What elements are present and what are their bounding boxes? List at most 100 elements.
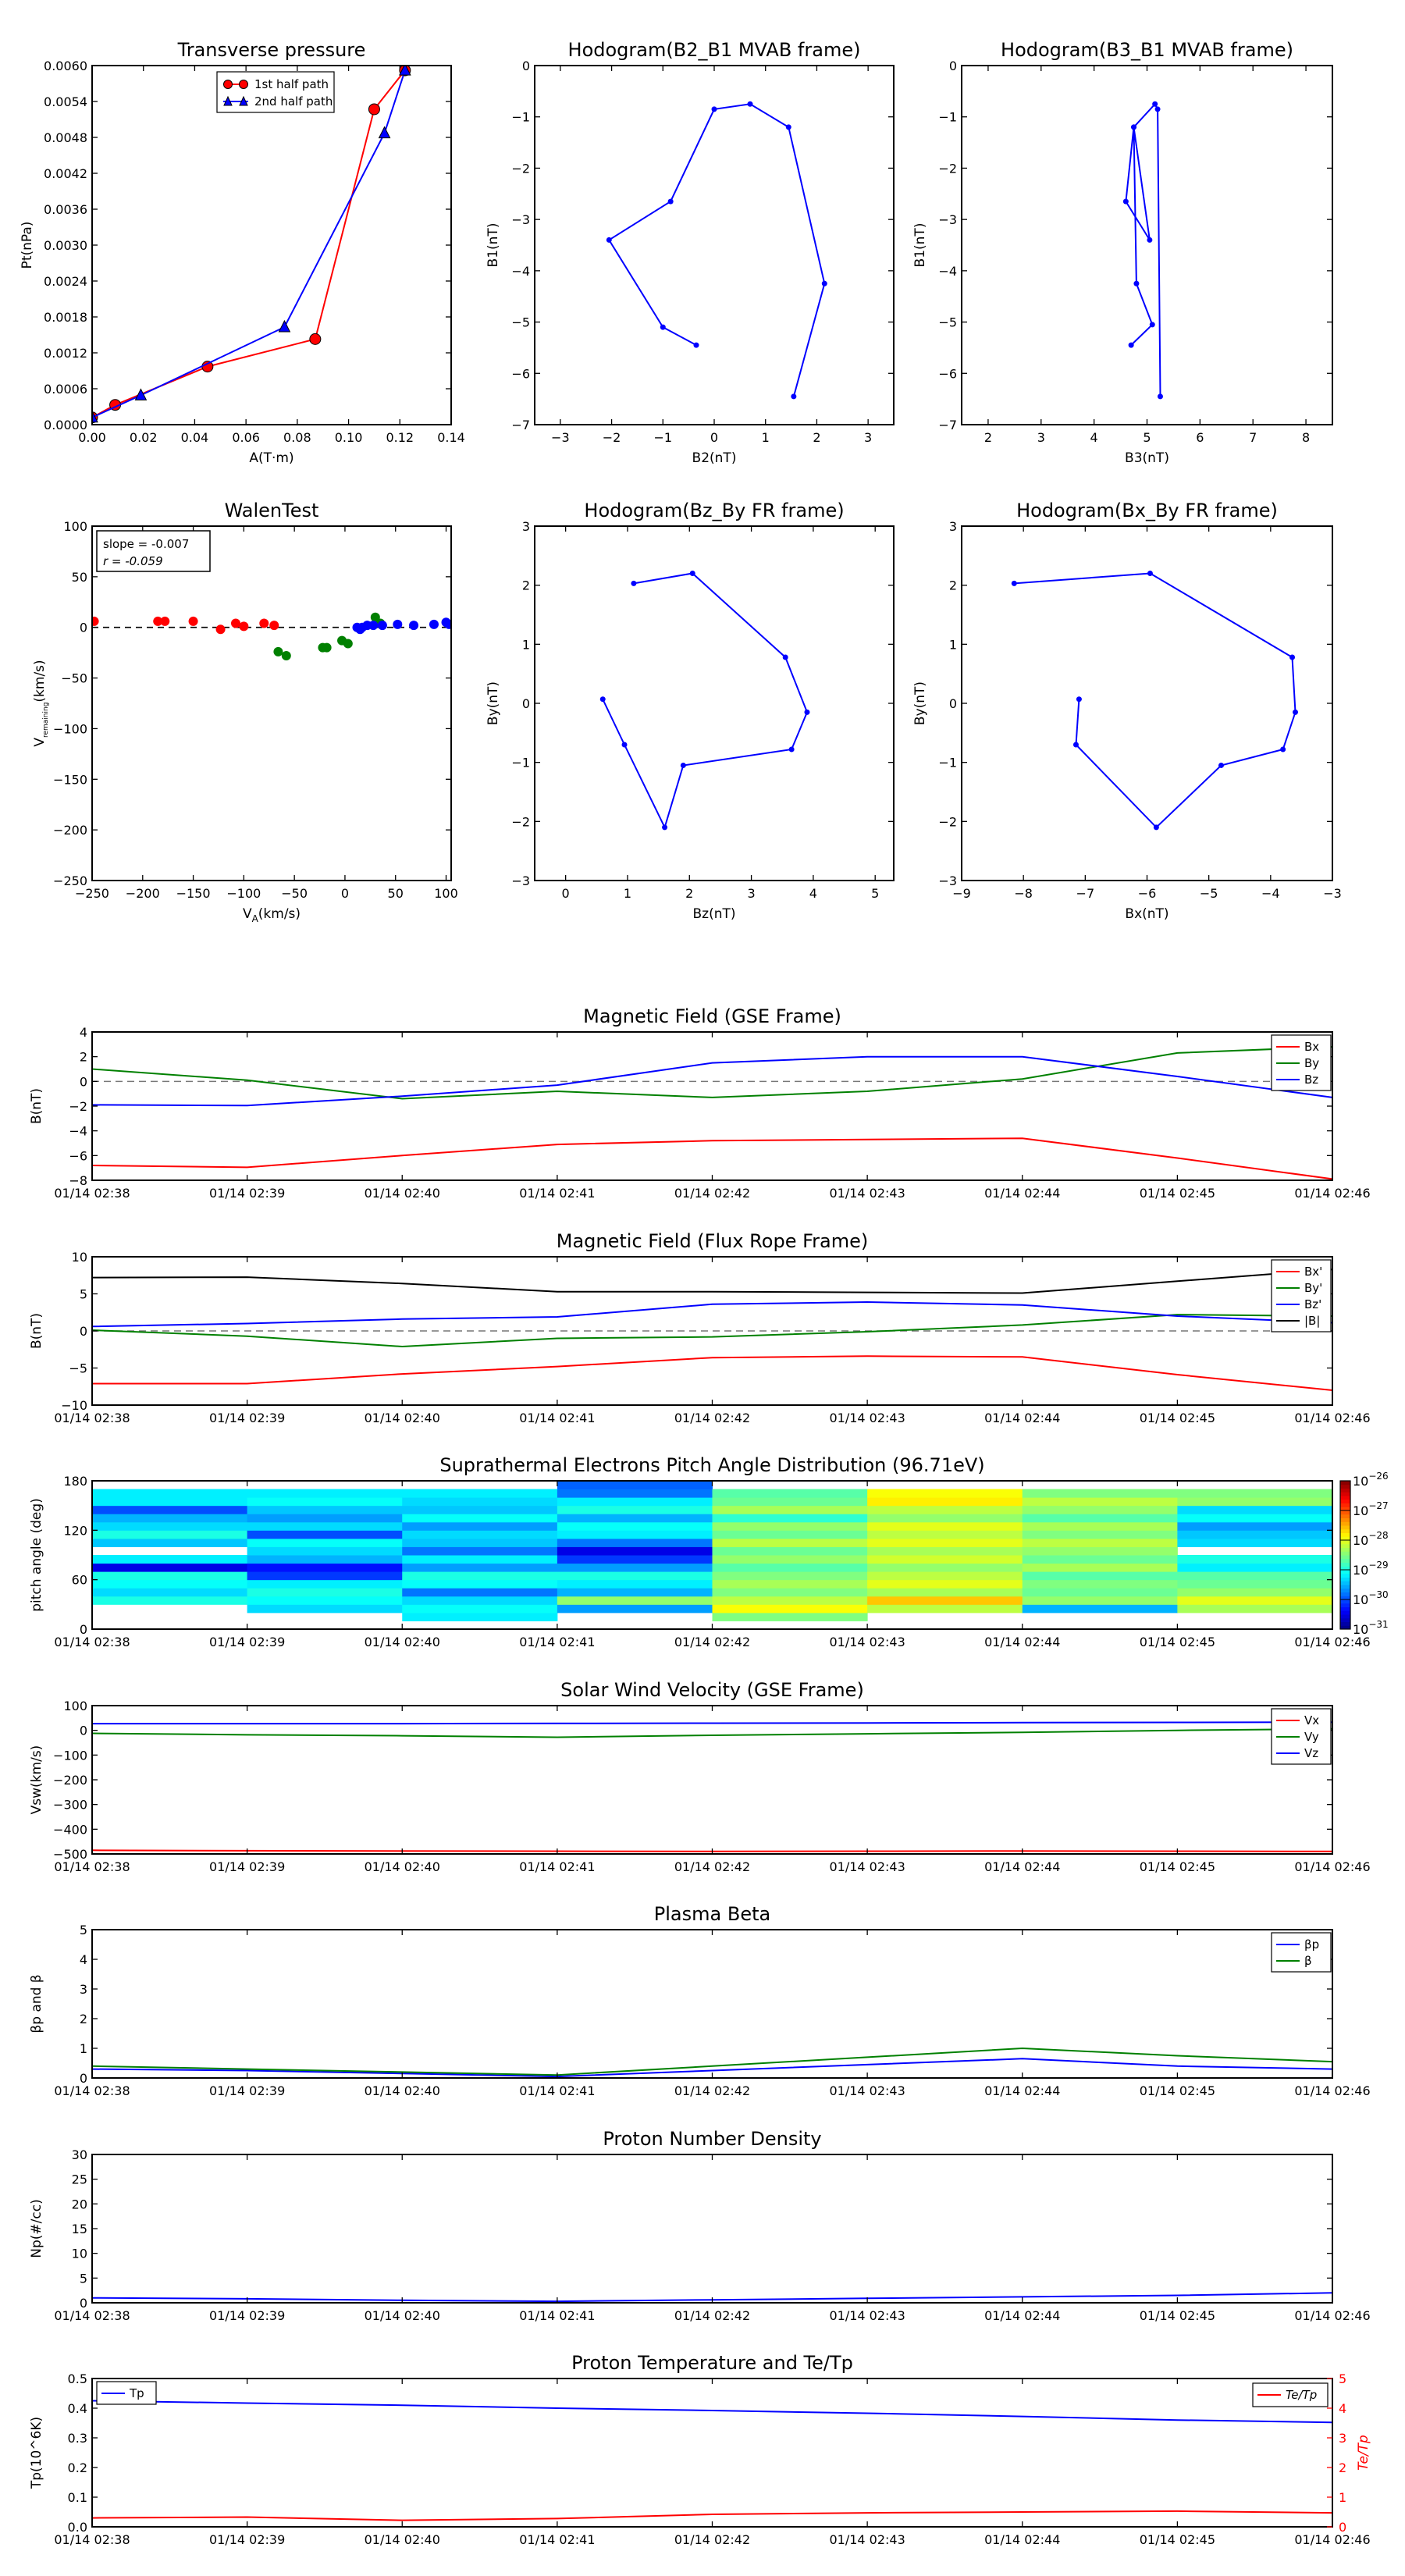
y-tick-label: 0.0018 — [44, 310, 87, 325]
x-tick-label: 01/14 02:38 — [54, 2308, 130, 2323]
heatmap-cell — [712, 1555, 868, 1564]
panel-np: Proton Number Density 0 5 10 15 20 25 30 01/14 0… — [29, 2128, 1371, 2323]
annotation-box — [96, 530, 211, 572]
annotation-r: r = -0.059 — [103, 554, 163, 568]
y-tick-label: 2 — [80, 2012, 87, 2026]
x-tick-label: 01/14 02:45 — [1140, 1635, 1215, 1649]
x-axis-label-unit: (km/s) — [258, 906, 301, 922]
heatmap-cell — [247, 1489, 403, 1498]
x-tick-label: 1 — [624, 886, 631, 901]
data-point — [393, 619, 403, 629]
data-point — [1128, 342, 1134, 348]
y-axis-label-right: Te/Tp — [1356, 2435, 1371, 2471]
x-tick-label: 01/14 02:38 — [54, 1411, 130, 1425]
plot-frame — [91, 1031, 1333, 1181]
heatmap-cell — [867, 1489, 1023, 1498]
heatmap-cell — [402, 1571, 558, 1581]
y-tick-label: 0.0012 — [44, 346, 87, 361]
y-tick-label: 30 — [72, 2147, 87, 2162]
heatmap-cell — [557, 1481, 713, 1490]
y-tick-label: −100 — [53, 721, 87, 736]
heatmap-cell — [557, 1555, 713, 1564]
series-line — [602, 572, 809, 830]
heatmap-cell — [92, 1514, 248, 1523]
data-point — [631, 580, 637, 586]
plot-frame — [91, 2154, 1333, 2304]
x-tick-label: −4 — [1261, 886, 1280, 901]
panel-vsw: Solar Wind Velocity (GSE Frame) −500 −400 −… — [29, 1679, 1371, 1874]
colorbar-segment — [1340, 1621, 1350, 1626]
heatmap-cell — [1177, 1489, 1333, 1498]
y-tick-label: 120 — [63, 1523, 87, 1538]
x-tick-label: 01/14 02:42 — [674, 1859, 750, 1874]
colorbar-segment — [1340, 1588, 1350, 1592]
y-tick-label: −3 — [938, 873, 957, 888]
colorbar-segment — [1340, 1625, 1350, 1630]
heatmap-cell — [1022, 1604, 1178, 1614]
colorbar-segment — [1340, 1614, 1350, 1619]
x-axis-label: Bz(nT) — [692, 906, 735, 922]
x-tick-label: 01/14 02:40 — [365, 2532, 440, 2547]
heatmap-cell — [867, 1497, 1023, 1507]
colorbar-segment — [1340, 1521, 1350, 1526]
colorbar-segment — [1340, 1592, 1350, 1596]
y-tick-label: −100 — [53, 1748, 87, 1763]
y-tick-label: −2 — [511, 814, 530, 829]
x-tick-label: 01/14 02:44 — [984, 1859, 1060, 1874]
x-tick-label: 01/14 02:46 — [1294, 2532, 1370, 2547]
heatmap-cell — [557, 1596, 713, 1605]
panel-h3: Hodogram(Bz_By FR frame) 0 1 2 3 4 5 −3 −2 −1 0 1 2 3… — [486, 500, 895, 922]
y-tick-label: −1 — [938, 756, 957, 770]
data-point — [368, 621, 379, 631]
y-tick-label: −1 — [511, 110, 530, 125]
heatmap-cell — [557, 1514, 713, 1523]
data-point — [269, 621, 279, 631]
y-tick-label-right: 0 — [1339, 2520, 1346, 2535]
panel-title: WalenTest — [225, 500, 319, 521]
y-tick-label: 60 — [72, 1573, 87, 1588]
heatmap-cell — [712, 1596, 868, 1605]
y-tick-label: 5 — [80, 1923, 87, 1937]
tick-exponent: −26 — [1368, 1471, 1388, 1482]
heatmap-cell — [92, 1521, 248, 1531]
x-tick-label: −200 — [126, 886, 160, 901]
x-tick-label: 01/14 02:46 — [1294, 1411, 1370, 1425]
heatmap-cell — [1177, 1563, 1333, 1572]
y-tick-label: 4 — [80, 1952, 87, 1967]
plot-frame — [534, 65, 895, 425]
colorbar-segment — [1340, 1532, 1350, 1537]
x-tick-label: 8 — [1302, 430, 1310, 445]
colorbar-segment — [1340, 1599, 1350, 1604]
heatmap-cell — [1177, 1530, 1333, 1539]
heatmap-cell — [247, 1579, 403, 1589]
panel-h1: Hodogram(B2_B1 MVAB frame) −3 −2 −1 0 1 2 3 −7 −6… — [486, 39, 895, 466]
x-tick-label: 01/14 02:43 — [829, 2308, 905, 2323]
x-tick-label: −3 — [551, 430, 570, 445]
panel-title: Hodogram(B2_B1 MVAB frame) — [568, 39, 861, 61]
x-tick-label: 2 — [813, 430, 820, 445]
x-tick-label: 0 — [710, 430, 718, 445]
data-point — [667, 198, 674, 205]
data-point — [343, 639, 353, 649]
data-point — [409, 621, 419, 631]
legend: Vx Vy Vz — [1271, 1708, 1332, 1765]
heatmap-cell — [557, 1489, 713, 1498]
colorbar-segment — [1340, 1570, 1350, 1574]
legend-label: |B| — [1304, 1314, 1320, 1328]
data-point — [1133, 280, 1140, 286]
y-tick-label: 0.0048 — [44, 130, 87, 145]
x-tick-label: 01/14 02:38 — [54, 1186, 130, 1201]
tick-exponent: −27 — [1368, 1500, 1388, 1511]
x-tick-label: 01/14 02:38 — [54, 1635, 130, 1649]
heatmap-cell — [1022, 1505, 1178, 1514]
x-tick-label: 4 — [1090, 430, 1098, 445]
x-tick-label: 3 — [1037, 430, 1045, 445]
panel-title: Plasma Beta — [654, 1903, 770, 1925]
y-tick-label: −150 — [53, 772, 87, 787]
data-point — [785, 124, 791, 130]
heatmap-cell — [867, 1555, 1023, 1564]
colorbar-segment — [1340, 1551, 1350, 1556]
x-tick-label: 01/14 02:39 — [209, 1859, 285, 1874]
x-tick-label: 01/14 02:45 — [1140, 2083, 1215, 2098]
heatmap-cell — [92, 1596, 248, 1605]
